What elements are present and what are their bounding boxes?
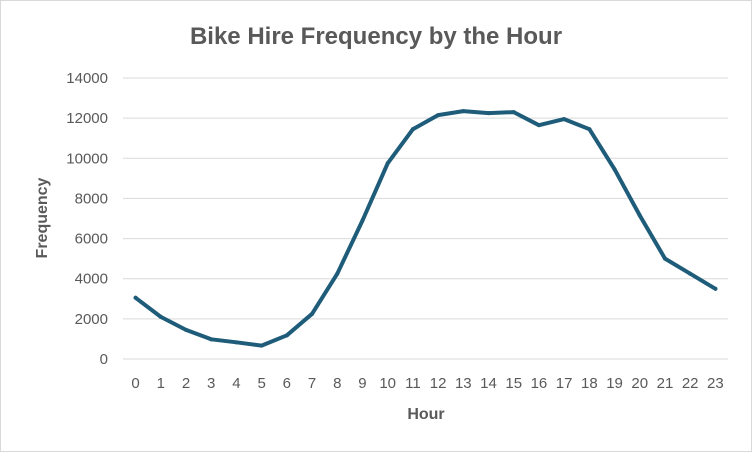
y-tick-label: 12000: [66, 110, 108, 127]
y-tick-label: 8000: [75, 190, 108, 207]
x-tick-label: 22: [682, 375, 699, 392]
y-tick-label: 14000: [66, 70, 108, 87]
x-tick-label: 4: [232, 375, 240, 392]
data-point: [511, 110, 516, 115]
data-point: [234, 340, 239, 345]
chart-title: Bike Hire Frequency by the Hour: [190, 23, 562, 50]
x-tick-label: 15: [505, 375, 522, 392]
x-tick-label: 19: [606, 375, 623, 392]
y-axis-title: Frequency: [34, 177, 51, 258]
data-point: [259, 343, 264, 348]
y-axis-ticks: 0 2000 4000 6000 8000 10000 12000 14000: [66, 70, 108, 368]
x-tick-label: 16: [531, 375, 548, 392]
data-point: [410, 127, 415, 132]
x-tick-label: 21: [657, 375, 674, 392]
y-tick-label: 6000: [75, 231, 108, 248]
x-tick-label: 17: [556, 375, 573, 392]
data-point: [385, 161, 390, 166]
data-point: [133, 295, 138, 300]
x-tick-label: 12: [430, 375, 447, 392]
data-point: [486, 111, 491, 116]
x-tick-label: 20: [631, 375, 648, 392]
x-tick-label: 23: [707, 375, 724, 392]
x-tick-label: 3: [207, 375, 215, 392]
x-tick-label: 6: [283, 375, 291, 392]
data-point: [335, 271, 340, 276]
gridlines: [123, 77, 728, 360]
y-tick-label: 0: [100, 351, 108, 368]
x-tick-label: 10: [379, 375, 396, 392]
data-point: [209, 337, 214, 342]
data-point: [536, 123, 541, 128]
data-point: [436, 113, 441, 118]
x-tick-label: 0: [131, 375, 139, 392]
data-point: [284, 333, 289, 338]
x-tick-label: 8: [333, 375, 341, 392]
y-tick-label: 4000: [75, 271, 108, 288]
data-point: [587, 127, 592, 132]
data-point: [184, 327, 189, 332]
series-line: [133, 109, 718, 348]
data-point: [713, 286, 718, 291]
data-point: [562, 117, 567, 122]
data-point: [662, 256, 667, 261]
data-point: [310, 311, 315, 316]
series: [133, 109, 718, 348]
y-tick-label: 10000: [66, 150, 108, 167]
x-tick-label: 2: [182, 375, 190, 392]
x-tick-label: 5: [257, 375, 265, 392]
x-axis-ticks: 0 1 2 3 4 5 6 7 8 9 10 11 12 13 14 15 16 17 18 19 20 21 22 23: [131, 375, 723, 392]
data-point: [637, 213, 642, 218]
x-tick-label: 1: [157, 375, 165, 392]
data-point: [158, 314, 163, 319]
x-tick-label: 7: [308, 375, 316, 392]
x-tick-label: 13: [455, 375, 472, 392]
x-tick-label: 18: [581, 375, 598, 392]
data-point: [688, 271, 693, 276]
data-point: [360, 218, 365, 223]
x-tick-label: 14: [480, 375, 497, 392]
x-tick-label: 11: [405, 375, 421, 392]
y-tick-label: 2000: [75, 311, 108, 328]
x-axis-title: Hour: [407, 406, 444, 423]
x-tick-label: 9: [358, 375, 366, 392]
data-point: [461, 109, 466, 114]
data-point: [612, 167, 617, 172]
